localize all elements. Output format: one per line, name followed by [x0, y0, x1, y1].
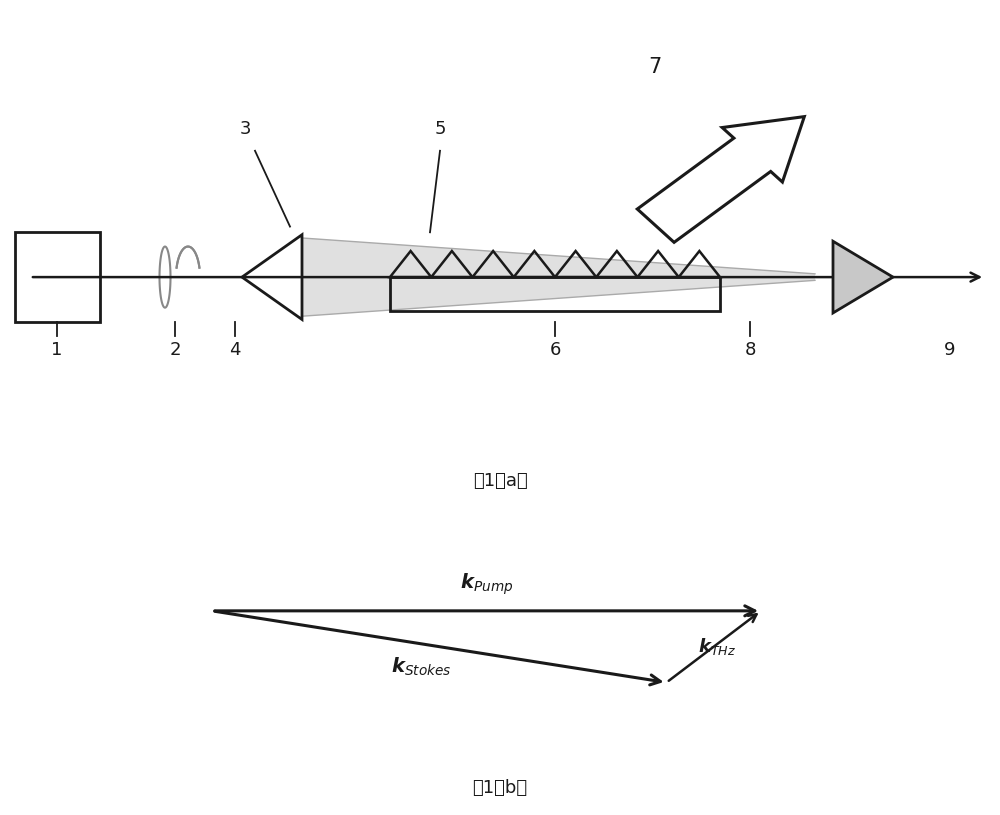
Text: $\boldsymbol{k}_{Stokes}$: $\boldsymbol{k}_{Stokes}$	[391, 656, 452, 678]
Bar	[390, 277, 720, 311]
Text: 1: 1	[51, 341, 63, 359]
Polygon shape	[833, 241, 893, 313]
Text: 8: 8	[744, 341, 756, 359]
Text: $\boldsymbol{k}_{Pump}$: $\boldsymbol{k}_{Pump}$	[460, 572, 513, 597]
Text: 5: 5	[434, 121, 446, 139]
Bar	[15, 232, 100, 322]
Text: 6: 6	[549, 341, 561, 359]
Text: $\boldsymbol{k}_{THz}$: $\boldsymbol{k}_{THz}$	[698, 637, 736, 657]
Text: 9: 9	[944, 341, 956, 359]
Text: 3: 3	[239, 121, 251, 139]
Text: 4: 4	[229, 341, 241, 359]
Text: 图1（a）: 图1（a）	[473, 472, 527, 490]
Text: 7: 7	[648, 57, 662, 77]
Text: 图1（b）: 图1（b）	[472, 779, 528, 797]
Polygon shape	[302, 238, 815, 316]
Text: 2: 2	[169, 341, 181, 359]
